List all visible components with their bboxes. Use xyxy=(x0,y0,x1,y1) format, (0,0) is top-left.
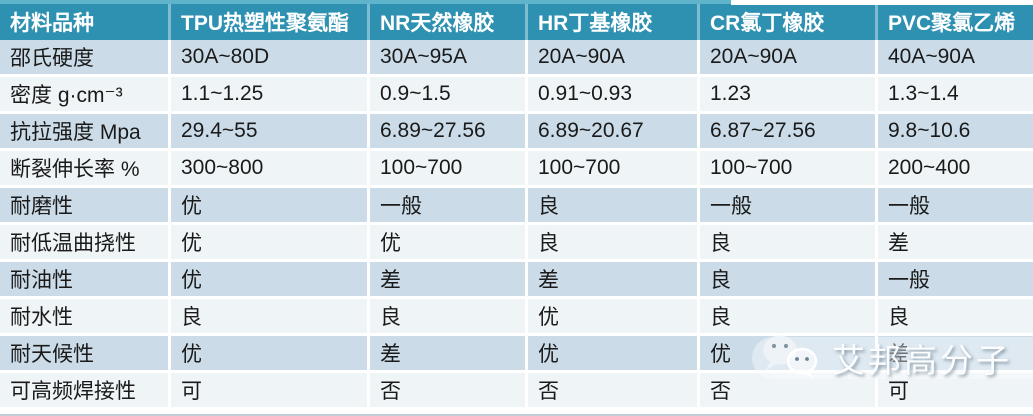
column-header-pvc: PVC聚氯乙烯 xyxy=(878,4,1033,40)
table-row: 耐磨性 优 一般 良 一般 一般 xyxy=(0,188,1033,225)
table-cell: 一般 xyxy=(878,262,1033,299)
table-cell: 0.9~1.5 xyxy=(370,77,528,114)
table-cell: 差 xyxy=(370,262,528,299)
table-cell: 优 xyxy=(171,188,370,225)
column-header-hr: HR丁基橡胶 xyxy=(528,4,700,40)
table-top-strip xyxy=(0,0,1033,4)
table-cell: 优 xyxy=(528,299,700,336)
table-cell: 100~700 xyxy=(370,151,528,188)
table-cell: 300~800 xyxy=(171,151,370,188)
table-cell: 优 xyxy=(528,336,700,373)
table-row: 耐天候性 优 差 优 优 差 xyxy=(0,336,1033,373)
row-label: 可高频焊接性 xyxy=(0,373,171,410)
table-cell: 良 xyxy=(700,299,878,336)
table-cell: 否 xyxy=(528,373,700,410)
row-label: 抗拉强度 Mpa xyxy=(0,114,171,151)
row-label: 耐水性 xyxy=(0,299,171,336)
table-cell: 优 xyxy=(171,336,370,373)
table-cell: 优 xyxy=(171,262,370,299)
table-cell: 差 xyxy=(878,225,1033,262)
table-cell: 良 xyxy=(700,262,878,299)
column-header-cr: CR氯丁橡胶 xyxy=(700,4,878,40)
table-cell: 良 xyxy=(171,299,370,336)
header-row: 材料品种 TPU热塑性聚氨酯 NR天然橡胶 HR丁基橡胶 CR氯丁橡胶 PVC聚… xyxy=(0,4,1033,40)
table-cell: 1.23 xyxy=(700,77,878,114)
table-cell: 6.87~27.56 xyxy=(700,114,878,151)
table-cell: 9.8~10.6 xyxy=(878,114,1033,151)
table-cell: 否 xyxy=(700,373,878,410)
table-row: 断裂伸长率 % 300~800 100~700 100~700 100~700 … xyxy=(0,151,1033,188)
table-cell: 良 xyxy=(528,188,700,225)
row-label: 耐天候性 xyxy=(0,336,171,373)
table-cell: 良 xyxy=(700,225,878,262)
table-cell: 40A~90A xyxy=(878,40,1033,77)
table-cell: 一般 xyxy=(878,188,1033,225)
table-cell: 30A~95A xyxy=(370,40,528,77)
table-cell: 差 xyxy=(878,336,1033,373)
table-row: 邵氏硬度 30A~80D 30A~95A 20A~90A 20A~90A 40A… xyxy=(0,40,1033,77)
bottom-edge xyxy=(0,414,1033,416)
table-cell: 6.89~27.56 xyxy=(370,114,528,151)
table-row: 耐油性 优 差 差 良 一般 xyxy=(0,262,1033,299)
table-cell: 一般 xyxy=(370,188,528,225)
table-cell: 良 xyxy=(528,225,700,262)
row-label: 耐低温曲挠性 xyxy=(0,225,171,262)
row-label: 断裂伸长率 % xyxy=(0,151,171,188)
table-row: 密度 g·cm⁻³ 1.1~1.25 0.9~1.5 0.91~0.93 1.2… xyxy=(0,77,1033,114)
table-cell: 1.3~1.4 xyxy=(878,77,1033,114)
table-row: 可高频焊接性 可 否 否 否 可 xyxy=(0,373,1033,410)
table-cell: 差 xyxy=(528,262,700,299)
table-cell: 可 xyxy=(171,373,370,410)
row-label: 耐油性 xyxy=(0,262,171,299)
table-cell: 20A~90A xyxy=(528,40,700,77)
column-header-nr: NR天然橡胶 xyxy=(370,4,528,40)
table-cell: 100~700 xyxy=(700,151,878,188)
table-cell: 1.1~1.25 xyxy=(171,77,370,114)
table-row: 耐低温曲挠性 优 优 良 良 差 xyxy=(0,225,1033,262)
table-cell: 可 xyxy=(878,373,1033,410)
table-cell: 优 xyxy=(370,225,528,262)
table-cell: 差 xyxy=(370,336,528,373)
table-cell: 良 xyxy=(370,299,528,336)
row-label: 耐磨性 xyxy=(0,188,171,225)
table-cell: 一般 xyxy=(700,188,878,225)
table-cell: 6.89~20.67 xyxy=(528,114,700,151)
table-cell: 29.4~55 xyxy=(171,114,370,151)
table-row: 抗拉强度 Mpa 29.4~55 6.89~27.56 6.89~20.67 6… xyxy=(0,114,1033,151)
table-cell: 100~700 xyxy=(528,151,700,188)
table-cell: 否 xyxy=(370,373,528,410)
table-cell: 30A~80D xyxy=(171,40,370,77)
row-label: 邵氏硬度 xyxy=(0,40,171,77)
table-cell: 优 xyxy=(171,225,370,262)
column-header-material: 材料品种 xyxy=(0,4,171,40)
row-label: 密度 g·cm⁻³ xyxy=(0,77,171,114)
materials-table: 材料品种 TPU热塑性聚氨酯 NR天然橡胶 HR丁基橡胶 CR氯丁橡胶 PVC聚… xyxy=(0,4,1033,410)
column-header-tpu: TPU热塑性聚氨酯 xyxy=(171,4,370,40)
table-cell: 200~400 xyxy=(878,151,1033,188)
table-cell: 0.91~0.93 xyxy=(528,77,700,114)
table-row: 耐水性 良 良 优 良 良 xyxy=(0,299,1033,336)
top-right-corner xyxy=(731,0,1033,5)
table-cell: 良 xyxy=(878,299,1033,336)
table-cell: 20A~90A xyxy=(700,40,878,77)
table-cell: 优 xyxy=(700,336,878,373)
